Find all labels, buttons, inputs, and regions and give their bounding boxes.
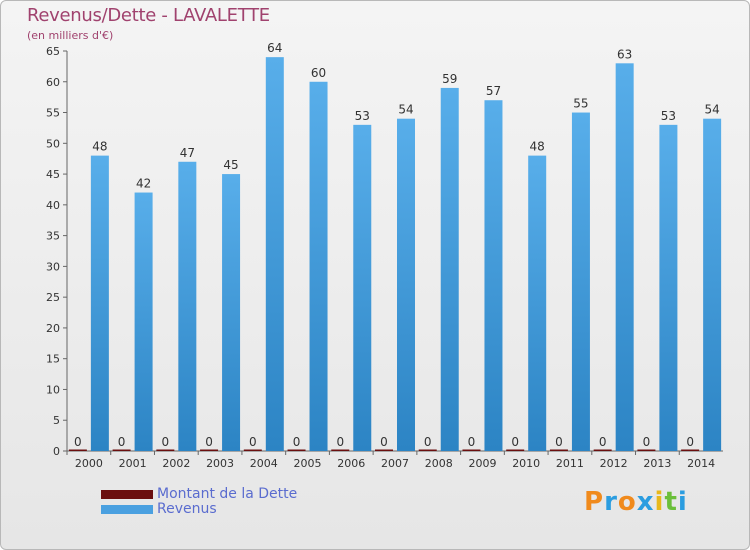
bar-dette: [418, 449, 437, 451]
bar-dette: [287, 449, 306, 451]
bar-revenus: [397, 118, 415, 451]
x-tick-label: 2005: [294, 457, 322, 470]
data-label-dette: 0: [74, 435, 82, 449]
x-tick-label: 2014: [687, 457, 715, 470]
bar-dette: [637, 449, 656, 451]
bar-revenus: [178, 161, 197, 451]
y-tick-label: 50: [46, 137, 60, 150]
data-label-dette: 0: [686, 435, 694, 449]
bar-revenus: [134, 192, 153, 452]
data-label-revenus: 64: [267, 41, 282, 55]
y-tick-label: 40: [46, 199, 60, 212]
bar-revenus: [703, 118, 722, 451]
bar-dette: [156, 449, 175, 451]
x-tick-label: 2009: [468, 457, 496, 470]
y-tick-label: 25: [46, 291, 60, 304]
data-label-revenus: 42: [136, 177, 151, 191]
y-tick-label: 15: [46, 353, 60, 366]
bar-dette: [462, 449, 481, 451]
data-label-revenus: 59: [442, 72, 457, 86]
bar-revenus: [440, 87, 459, 451]
bar-revenus: [222, 174, 241, 452]
y-tick-label: 45: [46, 168, 60, 181]
bar-dette: [593, 449, 612, 451]
data-label-dette: 0: [249, 435, 257, 449]
x-tick-label: 2007: [381, 457, 409, 470]
data-label-revenus: 54: [398, 103, 413, 117]
x-tick-label: 2013: [643, 457, 671, 470]
y-tick-label: 30: [46, 260, 60, 273]
x-tick-label: 2010: [512, 457, 540, 470]
bar-dette: [375, 449, 393, 451]
bar-dette: [243, 449, 262, 451]
data-label-revenus: 60: [311, 66, 326, 80]
y-tick-label: 0: [53, 445, 60, 458]
chart-subtitle: (en milliers d'€): [27, 29, 114, 42]
legend-label-dette: Montant de la Dette: [157, 486, 298, 502]
data-label-dette: 0: [162, 435, 170, 449]
data-label-dette: 0: [336, 435, 344, 449]
data-label-revenus: 53: [661, 109, 676, 123]
data-label-dette: 0: [424, 435, 432, 449]
data-label-revenus: 47: [180, 146, 195, 160]
x-tick-label: 2008: [425, 457, 453, 470]
x-tick-label: 2011: [556, 457, 584, 470]
x-tick-label: 2002: [162, 457, 190, 470]
y-tick-label: 60: [46, 76, 60, 89]
x-tick-label: 2006: [337, 457, 365, 470]
bar-revenus: [353, 124, 372, 451]
legend-swatch-revenus: [101, 505, 153, 514]
x-tick-label: 2001: [119, 457, 147, 470]
x-tick-label: 2000: [75, 457, 103, 470]
data-label-dette: 0: [643, 435, 651, 449]
data-label-dette: 0: [468, 435, 476, 449]
data-label-revenus: 57: [486, 84, 501, 98]
data-label-dette: 0: [555, 435, 563, 449]
bar-revenus: [615, 63, 634, 452]
bar-dette: [112, 449, 131, 451]
data-label-revenus: 45: [223, 158, 238, 172]
bar-revenus: [528, 155, 547, 451]
data-label-dette: 0: [599, 435, 607, 449]
data-label-revenus: 53: [355, 109, 370, 123]
bar-dette: [549, 449, 568, 451]
proxiti-logo: Proxiti: [584, 487, 688, 517]
data-label-revenus: 54: [704, 103, 719, 117]
data-label-revenus: 63: [617, 47, 632, 61]
y-tick-label: 65: [46, 45, 60, 58]
y-tick-label: 35: [46, 230, 60, 243]
data-label-dette: 0: [205, 435, 213, 449]
bar-dette: [506, 449, 525, 451]
x-tick-label: 2003: [206, 457, 234, 470]
y-tick-label: 20: [46, 322, 60, 335]
legend-label-revenus: Revenus: [157, 501, 217, 517]
data-label-dette: 0: [380, 435, 388, 449]
bar-revenus: [571, 112, 590, 452]
x-tick-label: 2004: [250, 457, 278, 470]
bar-revenus: [90, 155, 109, 451]
data-label-revenus: 55: [573, 97, 588, 111]
bar-dette: [68, 449, 87, 451]
bar-dette: [331, 449, 350, 451]
bar-dette: [200, 449, 219, 451]
legend-swatch-dette: [101, 490, 153, 499]
y-tick-label: 5: [53, 414, 60, 427]
data-label-revenus: 48: [92, 140, 107, 154]
data-label-dette: 0: [293, 435, 301, 449]
bar-revenus: [309, 81, 328, 452]
chart-title: Revenus/Dette - LAVALETTE: [27, 5, 270, 26]
data-label-dette: 0: [511, 435, 519, 449]
bar-revenus: [659, 124, 678, 451]
bar-revenus: [265, 57, 284, 452]
y-tick-label: 10: [46, 383, 60, 396]
data-label-revenus: 48: [530, 140, 545, 154]
bar-dette: [681, 449, 700, 451]
data-label-dette: 0: [118, 435, 126, 449]
bar-revenus: [484, 100, 503, 451]
x-tick-label: 2012: [600, 457, 628, 470]
y-tick-label: 55: [46, 107, 60, 120]
